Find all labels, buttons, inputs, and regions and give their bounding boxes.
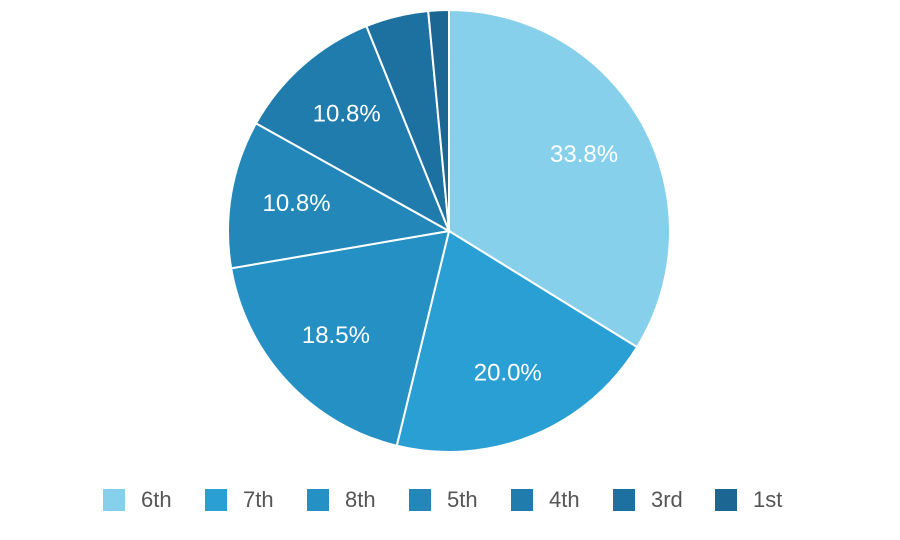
value-label: 20.0% <box>474 359 542 386</box>
pie-slice <box>230 229 451 447</box>
legend-swatch <box>715 489 737 511</box>
legend-label: 4th <box>549 487 580 512</box>
pie-slice <box>395 229 639 453</box>
value-label: 18.5% <box>302 322 370 349</box>
legend-label: 8th <box>345 487 376 512</box>
pie-slice <box>227 121 452 270</box>
legend-swatch <box>409 489 431 511</box>
pie-slice <box>254 24 451 234</box>
legend-swatch <box>613 489 635 511</box>
value-label: 33.8% <box>550 141 618 168</box>
legend-swatch <box>511 489 533 511</box>
pie-slice <box>448 8 671 349</box>
legend-swatch <box>103 489 125 511</box>
legend-label: 7th <box>243 487 274 512</box>
pie-slice <box>427 8 450 232</box>
legend-swatch <box>205 489 227 511</box>
legend-label: 3rd <box>651 487 683 512</box>
legend-swatch <box>307 489 329 511</box>
value-label: 10.8% <box>262 190 330 217</box>
value-label: 10.8% <box>313 100 381 127</box>
legend-label: 6th <box>141 487 172 512</box>
legend-label: 5th <box>447 487 478 512</box>
legend-label: 1st <box>753 487 782 512</box>
